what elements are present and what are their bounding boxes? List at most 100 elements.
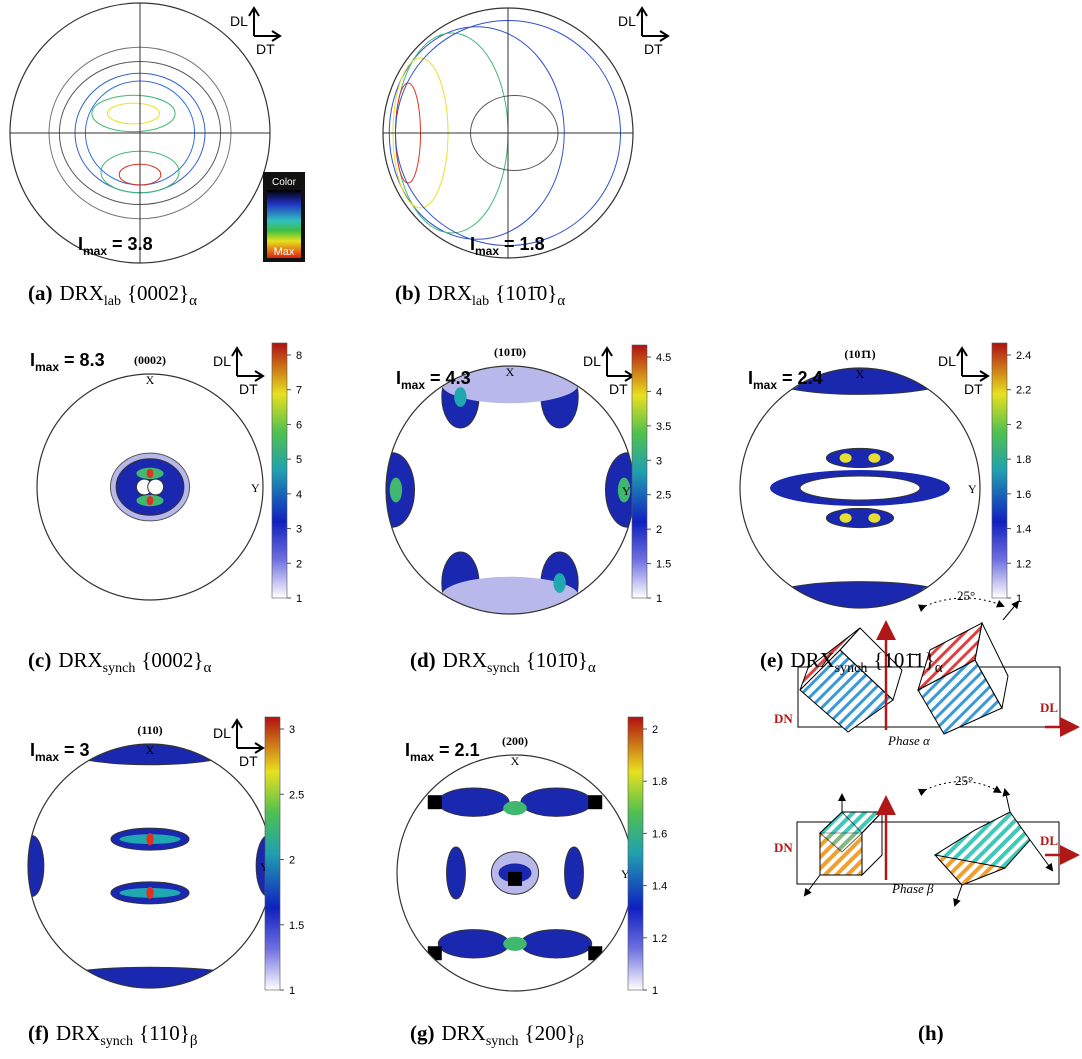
caption-phase: β	[576, 1033, 584, 1049]
colorbar-label: 1	[289, 985, 295, 997]
pole-figure: (b) DRXlab {101̄0}α Imax = 1.8 DL DT	[382, 6, 670, 309]
colorbar-label: 2.5	[656, 490, 671, 502]
marker-square	[427, 795, 442, 810]
pole-figure: (g) DRXsynch {200}β Imax = 2.1 (200) X Y 1 1.2 1.4…	[396, 716, 667, 1049]
colorbar-label: 1	[296, 593, 302, 605]
axis-label-up: DL	[583, 353, 601, 369]
contours	[28, 744, 272, 988]
pole-label: (0002)	[134, 353, 166, 367]
contour	[520, 787, 593, 817]
axis-label-right: DT	[644, 41, 663, 57]
axis-label-right: DT	[609, 381, 628, 397]
direction-label: DL	[1040, 700, 1058, 715]
colorbar-label: 1.5	[656, 559, 671, 571]
caption-brace: {200}	[525, 1021, 577, 1045]
colorbar-label: 1.6	[652, 828, 667, 840]
caption: (f) DRXsynch {110}β	[28, 1021, 198, 1049]
caption: (h)	[918, 1021, 944, 1045]
contour	[107, 102, 160, 125]
imax: Imax = 2.4	[748, 368, 823, 392]
colorbar-label: 1	[656, 593, 662, 605]
caption-sub: synch	[100, 1034, 133, 1049]
contour	[147, 478, 165, 496]
axis-label-up: DL	[618, 13, 636, 29]
y-label: Y	[621, 867, 630, 881]
caption: (e) DRXsynch {101̄1}α	[760, 648, 943, 676]
colorbar-label: 1.4	[652, 881, 667, 893]
pole-figure: (f) DRXsynch {110}β Imax = 3 DL DT (110) X Y 1 1.5 2…	[27, 716, 304, 1049]
caption-phase: α	[588, 660, 596, 676]
colorbar	[631, 344, 648, 599]
caption-letter: (g)	[410, 1021, 435, 1045]
marker-square	[588, 946, 603, 961]
contour	[146, 496, 154, 506]
imax-symbol: I	[30, 740, 35, 760]
caption-main: DRX	[58, 648, 102, 672]
colorbar-label: 1.2	[652, 933, 667, 945]
colorbar-label: 1.4	[1016, 524, 1031, 536]
colorbar	[271, 342, 288, 599]
imax-sub: max	[401, 378, 425, 392]
contour	[441, 366, 579, 404]
normal-label: DN	[774, 711, 793, 726]
caption-letter: (d)	[410, 648, 436, 672]
caption-phase: α	[557, 293, 565, 309]
colorbar-label: 1	[1016, 593, 1022, 605]
x-label: X	[506, 365, 515, 379]
imax-sub: max	[753, 378, 777, 392]
contour	[389, 477, 403, 503]
caption-letter: (c)	[28, 648, 51, 672]
y-label: Y	[260, 860, 269, 874]
contour	[920, 586, 944, 601]
contour	[839, 453, 852, 463]
contours	[763, 368, 957, 608]
imax: Imax = 3.8	[78, 234, 153, 258]
caption-sub: lab	[472, 294, 489, 309]
imax-symbol: I	[30, 350, 35, 370]
caption-letter: (b)	[395, 281, 421, 305]
caption-main: DRX	[443, 648, 487, 672]
imax: Imax = 1.8	[470, 234, 545, 258]
caption-sub: lab	[104, 294, 121, 309]
contours	[427, 787, 603, 961]
axis-label-right: DT	[964, 381, 983, 397]
caption-main: DRX	[428, 281, 472, 305]
colorbar-label: 4	[656, 386, 662, 398]
axis-label-right: DT	[239, 753, 258, 769]
contour	[553, 573, 566, 593]
pole-label: (200)	[502, 734, 528, 748]
y-label: Y	[968, 482, 977, 496]
caption: (a) DRXlab {0002}α	[28, 281, 197, 309]
contours	[386, 366, 634, 614]
contour	[441, 576, 579, 614]
colorbar-label: 1.2	[1016, 558, 1031, 570]
marker-square	[508, 871, 522, 886]
imax-value: = 8.3	[64, 350, 105, 370]
contour	[503, 936, 527, 951]
contour	[825, 447, 895, 469]
angle-label: 25°	[955, 773, 973, 788]
axis-arrow	[636, 6, 670, 42]
pole-circle	[36, 373, 264, 601]
imax-sub: max	[35, 750, 59, 764]
schematic	[796, 597, 1080, 907]
imax-sub: max	[475, 244, 499, 258]
colorbar	[264, 716, 281, 991]
contour	[91, 94, 176, 133]
x-label: X	[511, 754, 520, 768]
contour	[564, 846, 584, 900]
axis-arrow	[601, 346, 635, 382]
colorbar-label: 1.5	[289, 920, 304, 932]
marker-square	[588, 795, 603, 810]
pole-circle	[27, 743, 273, 989]
contour	[437, 787, 510, 817]
colorbar-label: 7	[296, 385, 302, 397]
contour	[520, 929, 593, 959]
colorbar-label: 2	[1016, 419, 1022, 431]
caption-main: DRX	[60, 281, 104, 305]
pole-figure: (c) DRXsynch {0002}α Imax = 8.3 DL DT (0002) X Y 1…	[28, 342, 302, 676]
phase-label: Phase α	[887, 733, 931, 748]
caption-letter: (e)	[760, 648, 783, 672]
x-label: X	[146, 373, 155, 387]
imax-symbol: I	[78, 234, 83, 254]
